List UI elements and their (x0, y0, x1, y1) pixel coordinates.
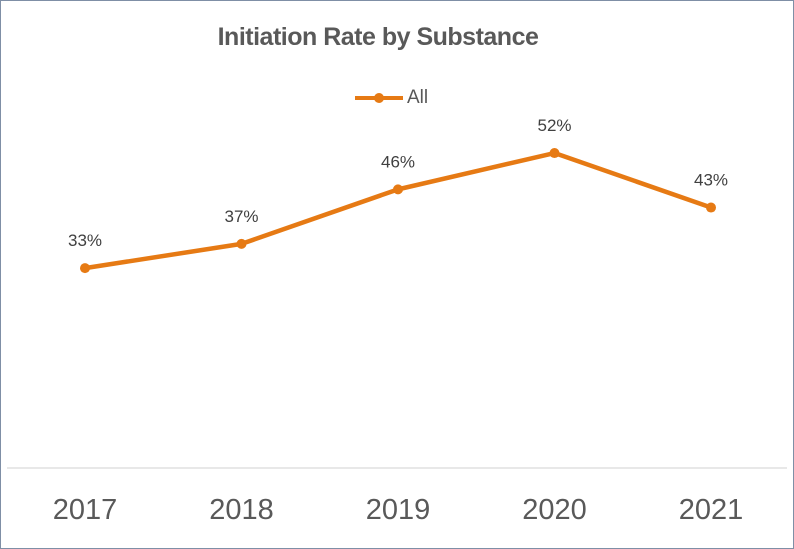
legend-dot-marker (374, 93, 384, 103)
data-point-2017 (80, 263, 90, 274)
x-tick-label-2017: 2017 (53, 494, 118, 526)
x-tick-label-2020: 2020 (522, 494, 587, 526)
data-point-2020 (549, 148, 560, 159)
legend-line-marker (355, 93, 403, 103)
chart-legend: All (355, 87, 428, 109)
data-point-2019 (393, 184, 403, 195)
data-label-2018: 37% (224, 207, 258, 226)
data-point-2021 (706, 202, 716, 213)
data-label-2019: 46% (381, 152, 415, 171)
x-tick-label-2021: 2021 (679, 494, 744, 526)
x-tick-label-2019: 2019 (366, 494, 431, 526)
x-tick-label-2018: 2018 (209, 494, 274, 526)
data-label-2020: 52% (537, 116, 571, 135)
legend-label: All (407, 87, 429, 108)
chart-title: Initiation Rate by Substance (217, 23, 539, 51)
data-point-2018 (236, 238, 247, 249)
data-label-2021: 43% (694, 171, 728, 190)
data-label-2017: 33% (68, 231, 102, 250)
